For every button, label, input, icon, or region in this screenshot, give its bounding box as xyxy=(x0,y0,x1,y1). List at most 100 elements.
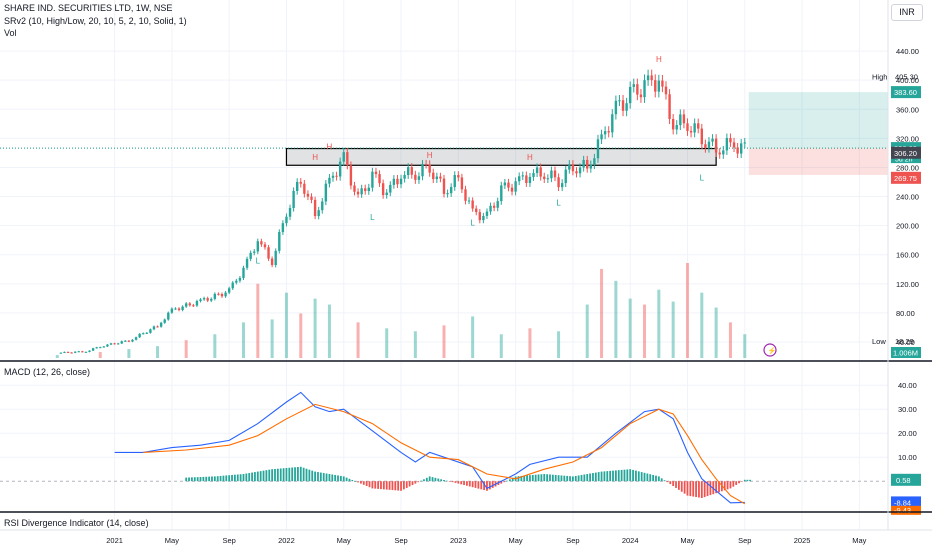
candle-body xyxy=(403,175,406,179)
countdown-text: 5d 2h xyxy=(895,157,913,164)
candle-body xyxy=(417,176,421,180)
candle-body xyxy=(167,312,170,320)
candle-body xyxy=(467,200,471,202)
macd-histogram-bar xyxy=(597,472,600,482)
macd-histogram-bar xyxy=(276,468,279,482)
candle-body xyxy=(270,258,274,265)
candle-body xyxy=(145,332,149,334)
candle-body xyxy=(321,201,324,211)
candle-body xyxy=(707,141,711,149)
macd-histogram-bar xyxy=(523,475,526,482)
macd-histogram-bar xyxy=(743,479,746,482)
candle-body xyxy=(81,351,84,353)
macd-histogram-bar xyxy=(400,481,402,491)
volume-bar xyxy=(256,283,260,358)
candle-body xyxy=(285,216,288,224)
price-tick-label: 280.00 xyxy=(896,163,919,172)
macd-histogram-bar xyxy=(408,481,411,487)
time-tick-label: Sep xyxy=(222,536,235,545)
macd-histogram-bar xyxy=(420,480,422,482)
candle-body xyxy=(120,341,123,344)
time-tick-label: 2023 xyxy=(450,536,467,545)
macd-histogram-bar xyxy=(589,473,591,482)
candle-body xyxy=(210,298,213,301)
macd-histogram-bar xyxy=(537,474,540,482)
price-tick-label: 400.00 xyxy=(896,76,919,85)
macd-histogram-bar xyxy=(236,474,239,482)
macd-histogram-bar xyxy=(583,474,586,482)
volume-bar xyxy=(299,313,303,358)
low-label: Low xyxy=(872,337,886,346)
candle-body xyxy=(342,152,345,162)
currency-button[interactable]: INR xyxy=(891,4,923,21)
macd-histogram-bar xyxy=(580,474,583,482)
candle-body xyxy=(428,164,431,173)
macd-histogram-bar xyxy=(188,477,190,482)
macd-histogram-bar xyxy=(600,471,603,482)
macd-histogram-bar xyxy=(614,470,617,482)
profit-area xyxy=(748,92,888,149)
candle-body xyxy=(91,348,95,351)
volume-tag-bg xyxy=(891,347,921,358)
macd-histogram-bar xyxy=(566,475,569,482)
candle-body xyxy=(435,176,439,180)
macd-histogram-bar xyxy=(319,472,322,482)
macd-histogram-bar xyxy=(551,474,554,482)
macd-histogram-bar xyxy=(302,467,305,482)
candle-body xyxy=(736,147,739,154)
macd-histogram-bar xyxy=(635,470,637,482)
candle-body xyxy=(356,191,360,195)
macd-histogram-bar xyxy=(540,474,543,482)
pane-separators xyxy=(0,0,932,531)
volume-bar xyxy=(728,322,732,358)
macd-histogram-bar xyxy=(460,481,463,485)
candle-body xyxy=(528,176,532,184)
candle-body xyxy=(238,277,242,281)
macd-histogram-bar xyxy=(202,476,205,482)
candle-body xyxy=(299,181,302,184)
candle-body xyxy=(453,175,456,188)
macd-histogram-bar xyxy=(491,481,494,488)
candle-body xyxy=(278,231,281,251)
candle-body xyxy=(364,188,367,192)
macd-tick-label: 40.00 xyxy=(898,381,917,390)
macd-line xyxy=(114,391,745,504)
macd-histogram-bar xyxy=(617,470,620,482)
macd-histogram-bar xyxy=(723,481,726,491)
candle-body xyxy=(346,152,349,166)
candle-body xyxy=(410,167,413,175)
candle-body xyxy=(507,182,510,188)
candle-body xyxy=(213,293,217,299)
candle-body xyxy=(331,175,335,178)
macd-histogram-bar xyxy=(715,481,718,494)
candle-body xyxy=(70,352,73,354)
macd-histogram-bar xyxy=(574,475,577,482)
candle-body xyxy=(700,128,704,145)
candle-body xyxy=(621,100,625,111)
candle-body xyxy=(66,351,70,353)
macd-histogram-bar xyxy=(354,481,357,482)
price-axis: 40.00 80.00 120.00 160.00 200.00 240.00 280.00… xyxy=(763,47,921,358)
macd-histogram-bar xyxy=(231,474,233,482)
candle-body xyxy=(317,210,320,217)
macd-histogram-bar xyxy=(294,467,296,482)
macd-histogram-bar xyxy=(646,473,649,482)
macd-pane: 10.00 20.00 30.00 40.00 0.58 -8.84-9.43 xyxy=(0,381,921,515)
price-tick-label: 80.00 xyxy=(896,309,915,318)
macd-histogram-bar xyxy=(437,478,440,482)
candle-body xyxy=(192,305,195,307)
candle-body xyxy=(152,326,156,330)
candle-body xyxy=(195,301,199,306)
macd-histogram-bar xyxy=(569,476,571,482)
macd-histogram-bar xyxy=(211,476,213,482)
candle-body xyxy=(349,165,353,186)
candle-body xyxy=(496,201,499,208)
macd-histogram-bar xyxy=(549,474,551,482)
volume-bar xyxy=(614,280,618,358)
candle-body xyxy=(127,340,131,342)
macd-histogram-bar xyxy=(288,467,291,482)
macd-histogram-bar xyxy=(233,474,236,482)
candle-body xyxy=(77,351,80,353)
macd-histogram-bar xyxy=(655,475,657,482)
